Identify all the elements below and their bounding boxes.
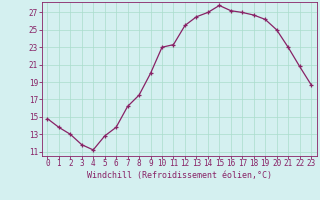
X-axis label: Windchill (Refroidissement éolien,°C): Windchill (Refroidissement éolien,°C) <box>87 171 272 180</box>
